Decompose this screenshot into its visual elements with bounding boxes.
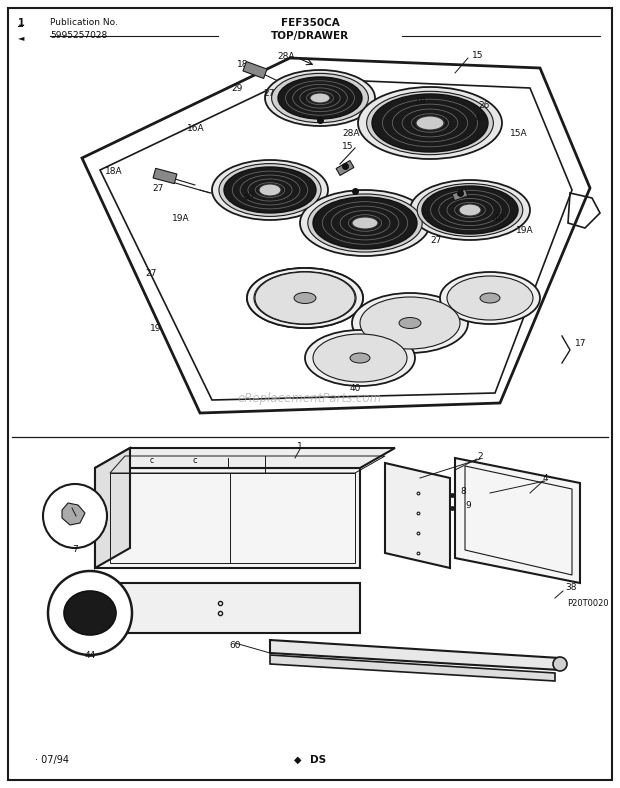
Text: 19A: 19A xyxy=(172,214,190,222)
Polygon shape xyxy=(95,448,395,468)
Text: 27: 27 xyxy=(152,184,164,192)
Text: 28A: 28A xyxy=(278,51,295,61)
Ellipse shape xyxy=(352,217,378,229)
Text: 40: 40 xyxy=(243,192,254,202)
Ellipse shape xyxy=(254,272,356,325)
Polygon shape xyxy=(62,503,85,525)
Ellipse shape xyxy=(219,164,321,217)
Ellipse shape xyxy=(350,353,370,363)
Text: 27: 27 xyxy=(430,236,441,244)
Ellipse shape xyxy=(224,167,316,213)
Text: 2: 2 xyxy=(477,452,483,460)
Ellipse shape xyxy=(313,197,417,249)
Bar xyxy=(452,189,467,201)
Ellipse shape xyxy=(358,87,502,159)
Text: 27: 27 xyxy=(263,88,275,98)
Ellipse shape xyxy=(360,297,460,349)
Ellipse shape xyxy=(417,184,523,236)
Ellipse shape xyxy=(366,91,494,154)
Ellipse shape xyxy=(372,94,488,152)
Ellipse shape xyxy=(305,330,415,386)
Text: c: c xyxy=(150,455,154,464)
Text: Publication No.: Publication No. xyxy=(50,18,118,27)
Text: 15: 15 xyxy=(342,142,353,151)
Ellipse shape xyxy=(310,93,330,103)
Polygon shape xyxy=(270,655,555,681)
Ellipse shape xyxy=(308,194,422,252)
Circle shape xyxy=(43,484,107,548)
Text: 19A: 19A xyxy=(516,225,534,235)
Ellipse shape xyxy=(259,184,281,196)
Text: 18: 18 xyxy=(236,60,248,69)
Ellipse shape xyxy=(300,190,430,256)
Text: 38: 38 xyxy=(565,583,577,593)
Text: P20T0020: P20T0020 xyxy=(567,599,609,608)
Ellipse shape xyxy=(265,70,375,126)
Ellipse shape xyxy=(313,334,407,382)
Text: 18A: 18A xyxy=(105,166,123,176)
Text: 8: 8 xyxy=(460,486,466,496)
Polygon shape xyxy=(455,458,580,583)
Text: ◆: ◆ xyxy=(294,755,302,765)
Text: 15A: 15A xyxy=(510,128,528,137)
Text: 5995257028: 5995257028 xyxy=(50,31,107,40)
Text: 9: 9 xyxy=(465,500,471,510)
Ellipse shape xyxy=(294,292,316,303)
Ellipse shape xyxy=(352,293,468,353)
Ellipse shape xyxy=(247,268,363,328)
Polygon shape xyxy=(95,448,130,568)
Circle shape xyxy=(48,571,132,655)
Text: 19: 19 xyxy=(150,324,161,333)
Text: 40: 40 xyxy=(350,384,361,392)
Text: c: c xyxy=(193,455,197,464)
Ellipse shape xyxy=(255,272,355,324)
Bar xyxy=(243,61,267,79)
Text: FEF350CA: FEF350CA xyxy=(281,18,339,28)
Text: eReplacementParts.com: eReplacementParts.com xyxy=(238,392,382,404)
Ellipse shape xyxy=(480,293,500,303)
Ellipse shape xyxy=(553,657,567,671)
Bar xyxy=(336,161,354,176)
Ellipse shape xyxy=(247,268,363,328)
Text: 44: 44 xyxy=(84,652,95,660)
Text: 27: 27 xyxy=(145,269,156,277)
Ellipse shape xyxy=(459,204,481,216)
Ellipse shape xyxy=(422,186,518,234)
Ellipse shape xyxy=(447,276,533,320)
Ellipse shape xyxy=(440,272,540,324)
Text: 1: 1 xyxy=(297,441,303,451)
Text: 40: 40 xyxy=(475,113,486,122)
Text: · 07/94: · 07/94 xyxy=(35,755,69,765)
Text: DS: DS xyxy=(310,755,326,765)
Ellipse shape xyxy=(416,116,444,130)
Ellipse shape xyxy=(399,318,421,329)
Ellipse shape xyxy=(410,180,530,240)
Text: 4: 4 xyxy=(542,474,548,482)
Text: ◄: ◄ xyxy=(18,33,25,42)
Text: 16A: 16A xyxy=(187,124,205,132)
Ellipse shape xyxy=(212,160,328,220)
Text: 1: 1 xyxy=(18,18,25,28)
Text: 17: 17 xyxy=(575,339,587,348)
Bar xyxy=(153,169,177,184)
Ellipse shape xyxy=(64,591,116,635)
Ellipse shape xyxy=(278,77,362,119)
Text: TOP/DRAWER: TOP/DRAWER xyxy=(271,31,349,41)
Text: 29: 29 xyxy=(232,84,243,92)
Text: 40: 40 xyxy=(493,214,505,222)
Polygon shape xyxy=(270,640,560,670)
Text: 26: 26 xyxy=(478,101,489,110)
Text: 18: 18 xyxy=(415,96,427,106)
Polygon shape xyxy=(385,463,450,568)
Polygon shape xyxy=(95,583,360,633)
Text: 15: 15 xyxy=(472,50,484,60)
Polygon shape xyxy=(95,468,360,568)
Ellipse shape xyxy=(272,73,368,123)
Text: 7: 7 xyxy=(72,545,78,555)
Text: 28A: 28A xyxy=(342,128,360,137)
Text: 60: 60 xyxy=(229,641,241,651)
